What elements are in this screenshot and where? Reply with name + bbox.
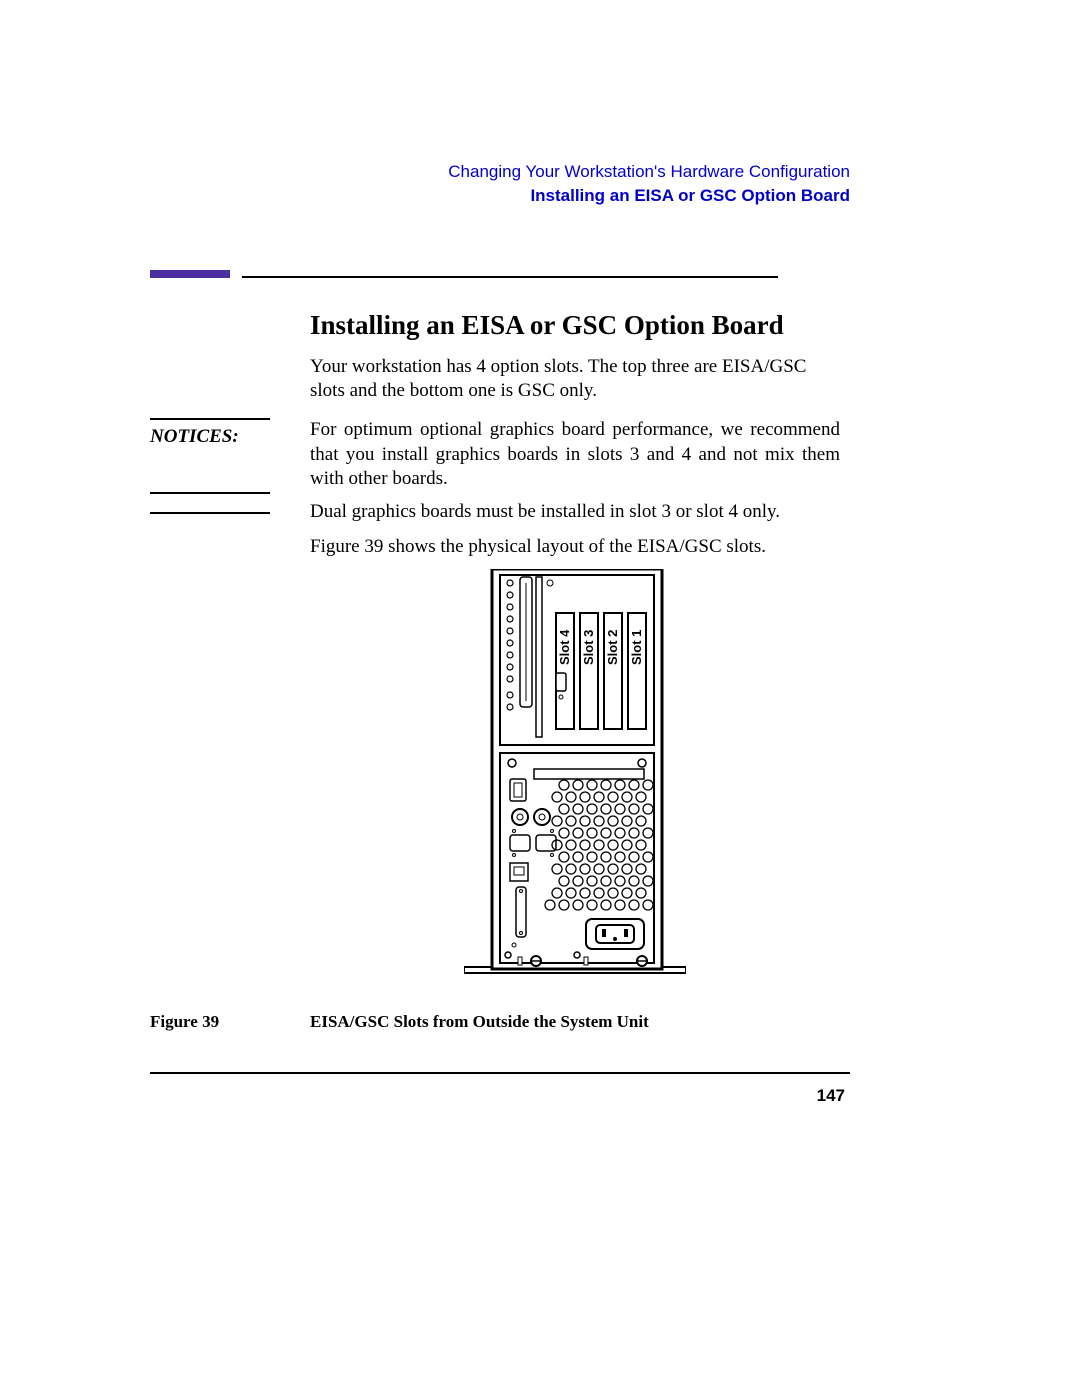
system-unit-diagram: Slot 4 Slot 3 Slot 2 Slot 1 <box>464 569 686 989</box>
notice-divider <box>150 512 270 514</box>
section-rule <box>150 270 850 288</box>
figure-title: EISA/GSC Slots from Outside the System U… <box>310 1012 649 1032</box>
notice-block: NOTICES: For optimum optional graphics b… <box>310 414 840 525</box>
horizontal-rule <box>242 276 778 278</box>
running-header: Changing Your Workstation's Hardware Con… <box>150 160 850 208</box>
chapter-title: Changing Your Workstation's Hardware Con… <box>150 160 850 184</box>
section-heading: Installing an EISA or GSC Option Board <box>310 310 840 341</box>
figure-container: Slot 4 Slot 3 Slot 2 Slot 1 <box>310 569 840 994</box>
notice-label: NOTICES: <box>150 426 239 447</box>
page-content: Changing Your Workstation's Hardware Con… <box>150 160 850 1032</box>
body-content: Installing an EISA or GSC Option Board Y… <box>310 310 840 1033</box>
accent-bar <box>150 270 230 278</box>
intro-paragraph: Your workstation has 4 option slots. The… <box>310 355 840 404</box>
slot-label-3: Slot 3 <box>581 630 596 665</box>
footer-rule <box>150 1072 850 1074</box>
notice-text-1: For optimum optional graphics board perf… <box>310 414 840 492</box>
figure-number: Figure 39 <box>150 1012 310 1032</box>
notice-label-box: NOTICES: <box>150 418 270 494</box>
figure-caption: Figure 39 EISA/GSC Slots from Outside th… <box>310 1012 840 1032</box>
slot-label-1: Slot 1 <box>629 630 644 665</box>
section-title-header: Installing an EISA or GSC Option Board <box>150 184 850 208</box>
figure-reference: Figure 39 shows the physical layout of t… <box>310 535 840 560</box>
page-number: 147 <box>817 1086 845 1106</box>
notice-text-2: Dual graphics boards must be installed i… <box>310 500 840 525</box>
slot-label-2: Slot 2 <box>605 630 620 665</box>
slot-label-4: Slot 4 <box>557 629 572 665</box>
